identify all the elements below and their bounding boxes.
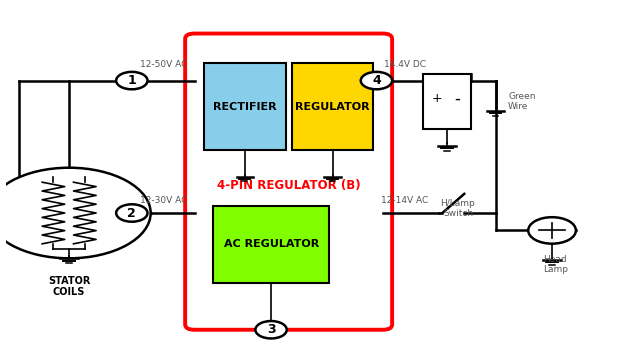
Text: STATOR
COILS: STATOR COILS	[48, 276, 90, 297]
Text: AC REGULATOR: AC REGULATOR	[224, 239, 319, 249]
Text: REGULATOR: REGULATOR	[295, 102, 370, 112]
Circle shape	[116, 72, 148, 89]
FancyBboxPatch shape	[292, 63, 373, 150]
Circle shape	[116, 204, 148, 222]
Text: 2: 2	[127, 207, 136, 220]
Circle shape	[361, 72, 392, 89]
Text: 12-50V AC: 12-50V AC	[140, 60, 187, 69]
FancyBboxPatch shape	[204, 63, 285, 150]
Text: RECTIFIER: RECTIFIER	[213, 102, 276, 112]
Text: Green
Wire: Green Wire	[508, 92, 536, 111]
FancyBboxPatch shape	[213, 206, 330, 283]
Text: 1: 1	[127, 74, 136, 87]
Text: 4: 4	[372, 74, 381, 87]
Text: 4-PIN REGULATOR (B): 4-PIN REGULATOR (B)	[217, 179, 360, 192]
Text: -: -	[454, 90, 460, 108]
FancyBboxPatch shape	[424, 74, 470, 129]
Text: 14.4V DC: 14.4V DC	[383, 60, 426, 69]
Circle shape	[528, 217, 576, 244]
Text: 12-14V AC: 12-14V AC	[381, 196, 428, 205]
Text: 12-30V AC: 12-30V AC	[140, 196, 187, 205]
Text: H/Lamp
Switch: H/Lamp Switch	[440, 199, 476, 219]
Text: 3: 3	[267, 323, 275, 336]
Text: +: +	[431, 92, 442, 105]
Text: Head
Lamp: Head Lamp	[543, 255, 568, 274]
Circle shape	[0, 168, 150, 258]
Circle shape	[255, 321, 287, 338]
